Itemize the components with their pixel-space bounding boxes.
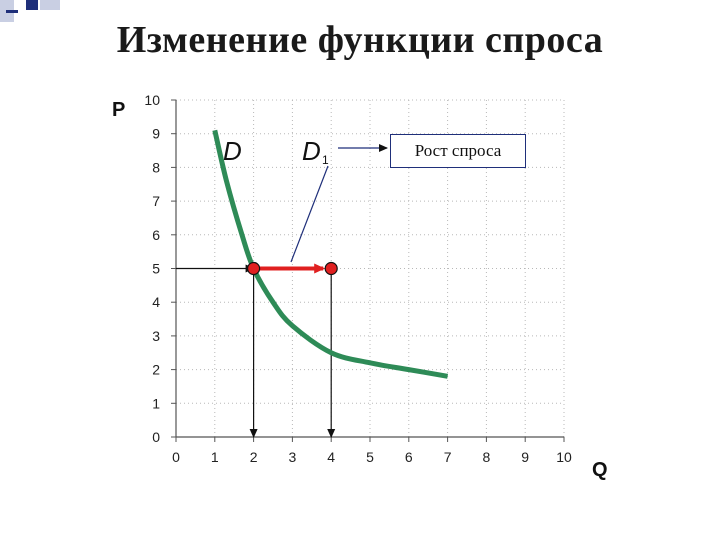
x-tick-label: 7 — [444, 449, 452, 465]
x-tick-label: 4 — [327, 449, 335, 465]
y-tick-label: 1 — [152, 395, 160, 411]
x-tick-label: 1 — [211, 449, 219, 465]
y-tick-label: 8 — [152, 159, 160, 175]
y-tick-label: 4 — [152, 294, 160, 310]
guide-lines — [176, 264, 336, 438]
x-tick-label: 0 — [172, 449, 180, 465]
x-tick-label: 3 — [289, 449, 297, 465]
curve-label-d1-text: D — [302, 136, 321, 166]
equilibrium-point — [324, 261, 338, 276]
series-lines — [212, 129, 449, 379]
y-tick-label: 10 — [144, 92, 160, 108]
corner-decoration — [0, 0, 60, 22]
x-tick-label: 10 — [556, 449, 572, 465]
x-tick-label: 9 — [521, 449, 529, 465]
equilibrium-point — [247, 261, 261, 276]
y-axis-label: P — [112, 99, 125, 121]
y-tick-label: 5 — [152, 261, 160, 277]
demand-increase-callout: Рост спроса — [390, 134, 526, 168]
x-axis-label: Q — [592, 459, 608, 481]
y-tick-label: 9 — [152, 126, 160, 142]
y-tick-label: 0 — [152, 429, 160, 445]
x-tick-label: 2 — [250, 449, 258, 465]
y-tick-label: 3 — [152, 328, 160, 344]
x-tick-label: 6 — [405, 449, 413, 465]
data-points — [247, 261, 338, 276]
tick-labels: 0 1 2 3 4 5 6 7 8 9 10 0 1 2 3 4 5 6 7 8 9 10 — [144, 92, 572, 465]
callout-pointer-to-shift — [290, 165, 329, 263]
series-line-d — [212, 129, 449, 379]
x-tick-label: 5 — [366, 449, 374, 465]
curve-label-d-text: D — [223, 136, 242, 166]
curve-label-d: D — [223, 136, 242, 166]
curve-label-d1: D 1 — [302, 136, 329, 167]
y-tick-label: 2 — [152, 362, 160, 378]
x-tick-label: 8 — [483, 449, 491, 465]
y-tick-label: 6 — [152, 227, 160, 243]
curve-label-d1-subscript: 1 — [322, 153, 329, 167]
slide-title: Изменение функции спроса — [116, 19, 604, 61]
y-tick-label: 7 — [152, 193, 160, 209]
